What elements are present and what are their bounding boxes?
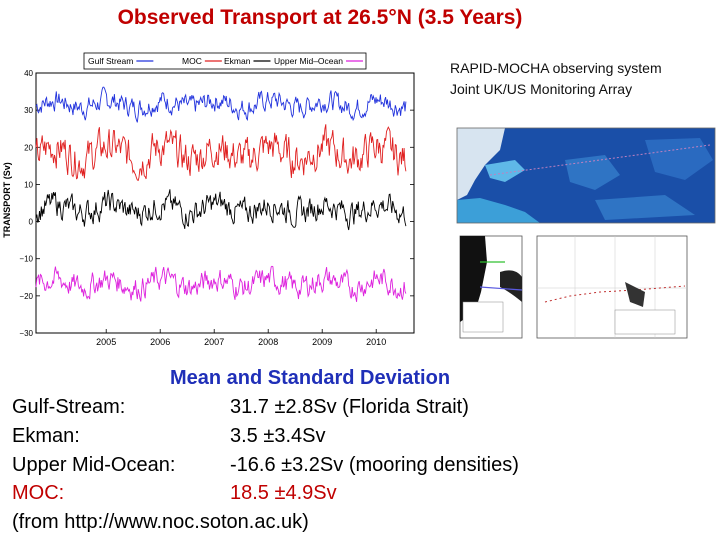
y-tick-label: −10 xyxy=(19,255,33,264)
x-tick-label: 2005 xyxy=(96,337,116,347)
y-tick-label: 10 xyxy=(24,180,33,189)
y-tick-label: −30 xyxy=(19,329,33,338)
series-line-ekman xyxy=(35,189,407,231)
x-tick-label: 2009 xyxy=(312,337,332,347)
legend-label: Upper Mid–Ocean xyxy=(274,56,343,66)
stats-heading: Mean and Standard Deviation xyxy=(170,367,451,389)
caption-line-2: Joint UK/US Monitoring Array xyxy=(450,81,633,97)
y-tick-label: 40 xyxy=(24,69,33,78)
series-line-gulf-stream xyxy=(35,86,407,123)
series-line-upper-mid-ocean xyxy=(35,265,407,302)
stats-label: Gulf-Stream: xyxy=(12,396,126,418)
stats-value: 31.7 ±2.8Sv (Florida Strait) xyxy=(230,396,469,418)
y-tick-label: 30 xyxy=(24,106,33,115)
series-line-moc xyxy=(35,124,407,182)
legend-label: MOC xyxy=(182,56,202,66)
y-axis-label: TRANSPORT (Sv) xyxy=(2,162,12,238)
stats-value: 18.5 ±4.9Sv xyxy=(230,482,337,504)
legend-box xyxy=(83,52,367,70)
stats-label: Ekman: xyxy=(12,425,80,447)
caption-line-1: RAPID-MOCHA observing system xyxy=(450,60,662,76)
map-caption: RAPID-MOCHA observing system Joint UK/US… xyxy=(450,58,662,100)
mooring-array-map xyxy=(536,235,688,339)
legend-label: Ekman xyxy=(224,56,251,66)
x-tick-label: 2006 xyxy=(150,337,170,347)
atlantic-bathymetry-map xyxy=(456,127,716,224)
stats-label: Upper Mid-Ocean: xyxy=(12,454,176,476)
y-tick-label: 0 xyxy=(29,218,34,227)
source-citation: (from http://www.noc.soton.ac.uk) xyxy=(12,511,309,533)
y-tick-label: 20 xyxy=(24,143,33,152)
x-tick-label: 2008 xyxy=(258,337,278,347)
y-tick-label: −20 xyxy=(19,292,33,301)
stats-value: -16.6 ±3.2Sv (mooring densities) xyxy=(230,454,519,476)
chart-legend: Gulf Stream MOC Ekman Upper Mid–Ocean xyxy=(83,52,367,70)
x-tick-label: 2010 xyxy=(366,337,386,347)
stats-value: 3.5 ±3.4Sv xyxy=(230,425,326,447)
florida-strait-map xyxy=(459,235,523,339)
legend-label: Gulf Stream xyxy=(88,56,133,66)
x-tick-label: 2007 xyxy=(204,337,224,347)
slide-title: Observed Transport at 26.5°N (3.5 Years) xyxy=(117,6,523,29)
stats-label: MOC: xyxy=(12,482,65,504)
